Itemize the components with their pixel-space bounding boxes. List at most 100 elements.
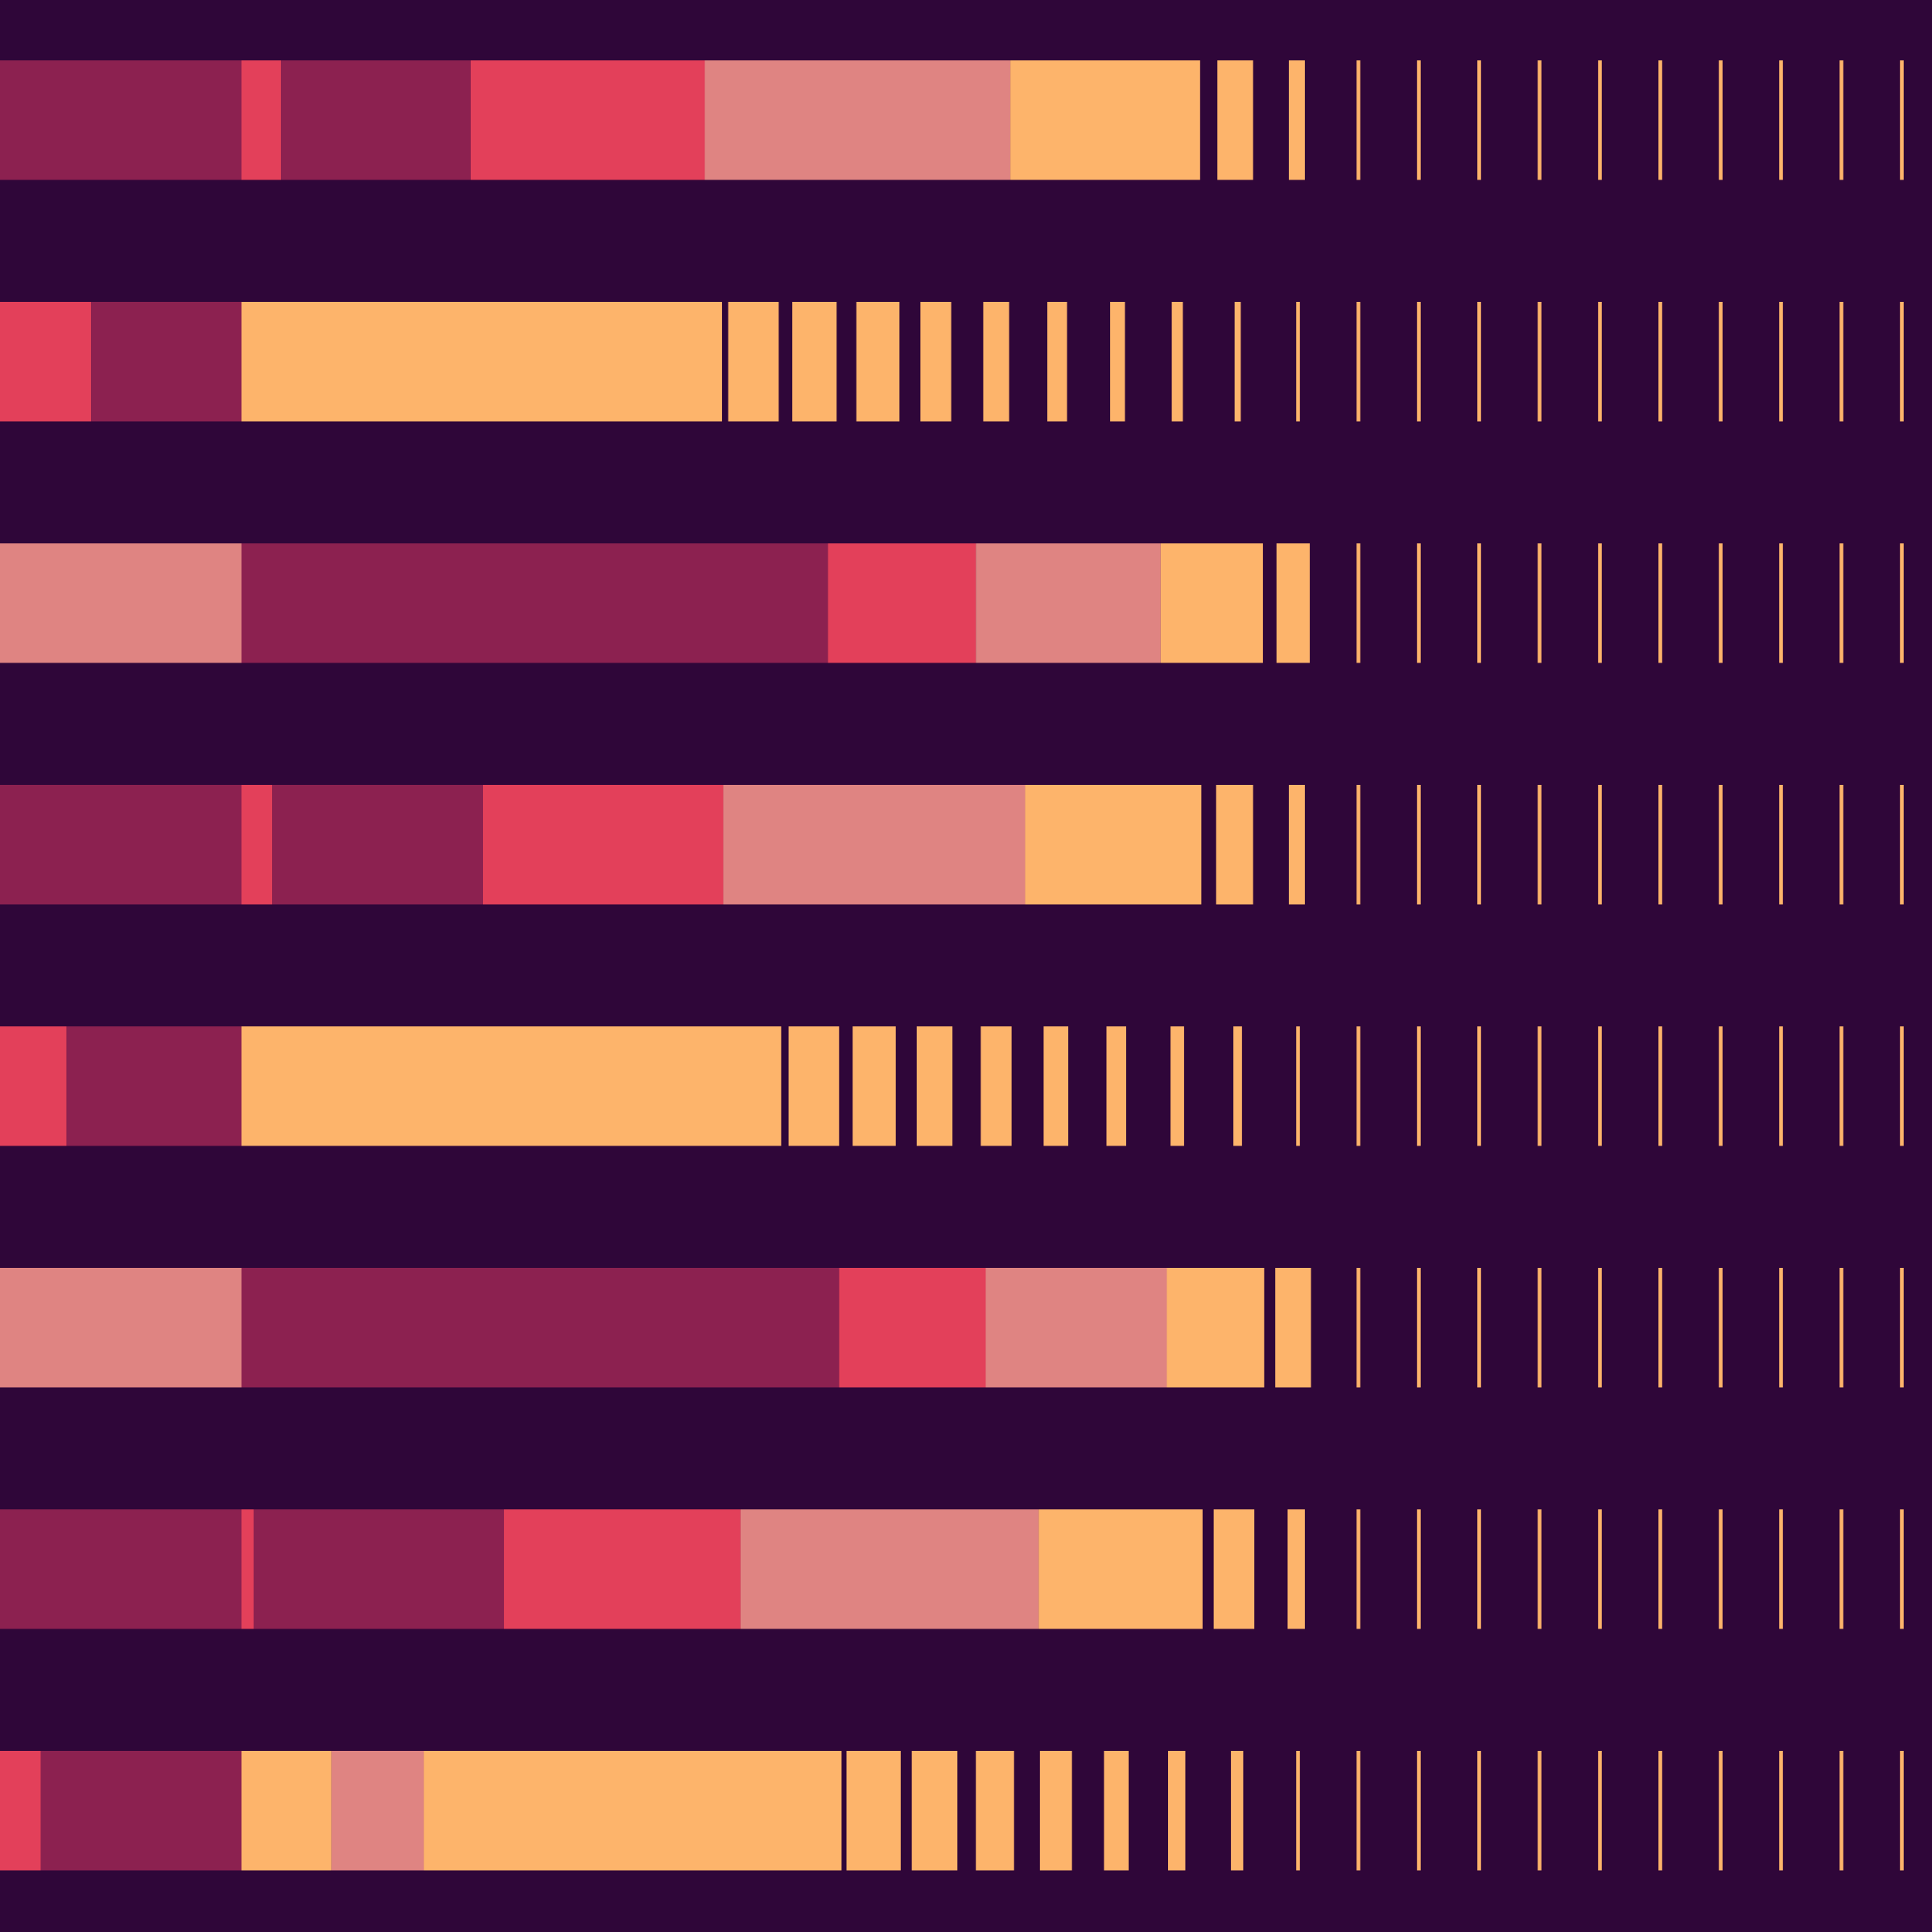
stripe-segment — [1538, 1268, 1542, 1388]
stripe-segment — [0, 1509, 242, 1629]
stripe-segment — [856, 302, 900, 422]
stripe-segment — [1598, 1026, 1602, 1146]
stripe-segment — [1719, 1268, 1723, 1388]
stripe-segment — [1477, 1026, 1481, 1146]
stripe-segment — [242, 543, 828, 663]
stripe-segment — [272, 785, 483, 905]
stripe-segment — [1598, 302, 1602, 422]
stripe-segment — [483, 785, 724, 905]
stripe-segment — [1779, 1268, 1783, 1388]
stripe-segment — [1598, 1509, 1602, 1629]
stripe-segment — [1538, 1751, 1542, 1871]
stripe-segment — [1598, 1751, 1602, 1871]
stripe-segment — [1538, 1026, 1542, 1146]
stripe-segment — [1779, 1026, 1783, 1146]
stripe-segment — [1658, 1026, 1662, 1146]
stripe-segment — [1900, 302, 1904, 422]
stripe-segment — [1900, 1268, 1904, 1388]
stripe-segment — [40, 1751, 242, 1871]
stripe-segment — [280, 60, 471, 180]
stripe-segment — [1477, 1268, 1481, 1388]
stripe-segment — [704, 60, 1011, 180]
stripe-segment — [1417, 785, 1421, 905]
stripe-segment — [1598, 60, 1602, 180]
stripe-segment — [1477, 302, 1481, 422]
stripe-segment — [1779, 785, 1783, 905]
stripe-segment — [1296, 1751, 1300, 1871]
stripe-segment — [1477, 60, 1481, 180]
stripe-segment — [242, 1026, 782, 1146]
stripe-segment — [983, 302, 1009, 422]
stripe-segment — [242, 302, 722, 422]
stripe-segment — [331, 1751, 424, 1871]
stripe-segment — [911, 1751, 958, 1871]
stripe-segment — [1779, 543, 1783, 663]
stripe-segment — [0, 785, 242, 905]
stripe-segment — [1719, 1509, 1723, 1629]
stripe-segment — [1839, 1509, 1843, 1629]
stripe-segment — [470, 60, 705, 180]
stripe-segment — [1538, 302, 1542, 422]
stripe-segment — [1417, 543, 1421, 663]
stripe-segment — [1233, 1026, 1242, 1146]
stripe-segment — [1275, 1268, 1311, 1388]
stripe-segment — [728, 302, 779, 422]
stripe-segment — [846, 1751, 901, 1871]
stripe-segment — [1719, 785, 1723, 905]
stripe-segment — [1356, 1509, 1360, 1629]
stripe-segment — [1779, 60, 1783, 180]
stripe-segment — [1170, 1026, 1184, 1146]
stripe-segment — [1166, 1268, 1265, 1388]
stripe-segment — [1719, 1751, 1723, 1871]
stripe-segment — [1417, 1268, 1421, 1388]
stripe-segment — [0, 1751, 41, 1871]
stripe-segment — [91, 302, 242, 422]
stripe-segment — [1839, 785, 1843, 905]
stripe-segment — [1043, 1026, 1069, 1146]
stripe-segment — [1356, 1751, 1360, 1871]
stripe-segment — [1839, 1751, 1843, 1871]
stripe-segment — [723, 785, 1026, 905]
stripe-segment — [0, 302, 92, 422]
stripe-segment — [1104, 1751, 1129, 1871]
stripe-segment — [423, 1751, 842, 1871]
stripe-segment — [1900, 785, 1904, 905]
stripe-segment — [740, 1509, 1039, 1629]
stripe-segment — [254, 1509, 505, 1629]
stripe-segment — [1779, 1509, 1783, 1629]
stripe-segment — [1356, 785, 1360, 905]
stripe-segment — [1779, 302, 1783, 422]
stripe-segment — [1538, 785, 1542, 905]
stripe-segment — [1276, 543, 1311, 663]
stripe-segment — [1417, 1751, 1421, 1871]
stripe-segment — [1289, 60, 1305, 180]
stripe-segment — [1417, 302, 1421, 422]
stripe-segment — [1289, 785, 1305, 905]
stripe-segment — [1719, 60, 1723, 180]
stripe-segment — [1477, 1751, 1481, 1871]
stripe-segment — [1047, 302, 1067, 422]
stripe-segment — [916, 1026, 953, 1146]
stripe-segment — [1839, 1268, 1843, 1388]
stripe-segment — [1779, 1751, 1783, 1871]
stripe-segment — [1110, 302, 1125, 422]
stripe-segment — [242, 1268, 840, 1388]
stripe-segment — [1217, 60, 1253, 180]
stripe-segment — [242, 1751, 332, 1871]
stripe-segment — [1598, 785, 1602, 905]
stripe-segment — [1839, 302, 1843, 422]
stripe-segment — [1658, 302, 1662, 422]
stripe-segment — [1025, 785, 1202, 905]
stripe-segment — [1658, 543, 1662, 663]
stripe-segment — [1658, 785, 1662, 905]
stripe-segment — [1719, 543, 1723, 663]
stripe-segment — [1417, 1026, 1421, 1146]
stripe-segment — [1538, 60, 1542, 180]
stripe-segment — [788, 1026, 840, 1146]
stripe-segment — [1168, 1751, 1186, 1871]
stripe-segment — [1900, 1026, 1904, 1146]
stripe-segment — [1039, 1751, 1072, 1871]
stripe-segment — [504, 1509, 741, 1629]
stripe-segment — [242, 785, 273, 905]
